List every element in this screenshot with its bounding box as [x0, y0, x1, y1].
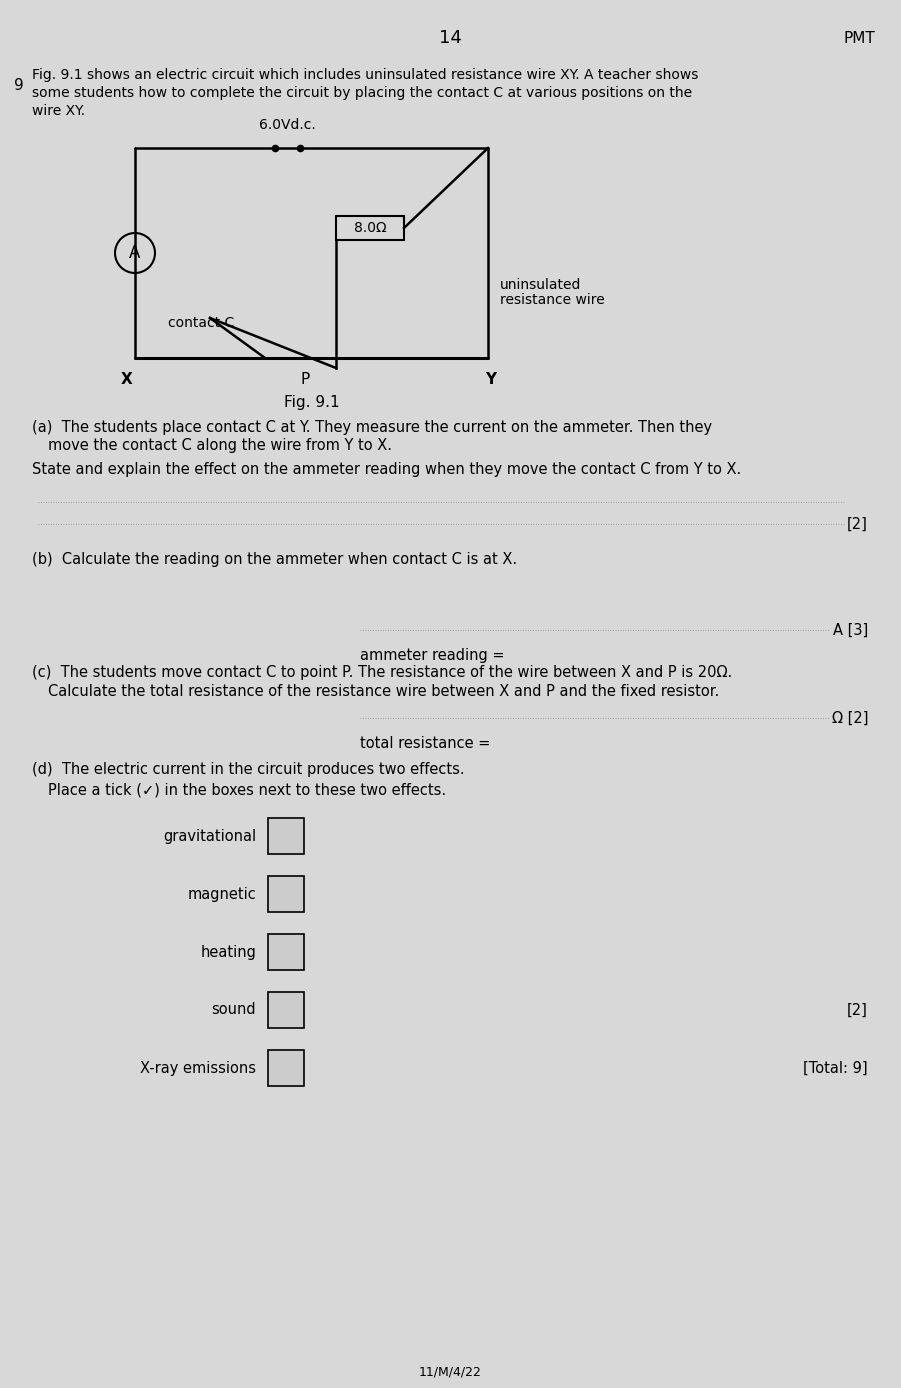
- Bar: [268, 934, 304, 970]
- Text: X: X: [121, 372, 132, 387]
- Text: 9: 9: [14, 78, 23, 93]
- Text: 11/M/4/22: 11/M/4/22: [419, 1366, 481, 1378]
- Text: ammeter reading =: ammeter reading =: [360, 648, 509, 663]
- Bar: [268, 818, 304, 854]
- Bar: [268, 1049, 304, 1085]
- Text: Fig. 9.1 shows an electric circuit which includes uninsulated resistance wire XY: Fig. 9.1 shows an electric circuit which…: [32, 68, 698, 82]
- Text: 6.0Vd.c.: 6.0Vd.c.: [259, 118, 316, 132]
- Circle shape: [115, 233, 155, 273]
- Text: [Total: 9]: [Total: 9]: [804, 1060, 868, 1076]
- Text: Y: Y: [486, 372, 496, 387]
- Bar: [268, 876, 304, 912]
- Text: gravitational: gravitational: [163, 829, 256, 844]
- Text: X-ray emissions: X-ray emissions: [140, 1060, 256, 1076]
- Text: wire XY.: wire XY.: [32, 104, 85, 118]
- Text: Calculate the total resistance of the resistance wire between X and P and the fi: Calculate the total resistance of the re…: [48, 684, 719, 700]
- Text: heating: heating: [200, 944, 256, 959]
- Text: uninsulated: uninsulated: [500, 278, 581, 291]
- Bar: [336, 217, 404, 240]
- Text: 8.0Ω: 8.0Ω: [354, 221, 387, 235]
- Text: (b)  Calculate the reading on the ammeter when contact C is at X.: (b) Calculate the reading on the ammeter…: [32, 552, 517, 568]
- Text: [2]: [2]: [847, 1002, 868, 1017]
- Text: magnetic: magnetic: [187, 887, 256, 901]
- Text: A [3]: A [3]: [833, 622, 868, 637]
- Text: total resistance =: total resistance =: [360, 736, 495, 751]
- Text: P: P: [300, 372, 310, 387]
- Text: resistance wire: resistance wire: [500, 293, 605, 307]
- Text: [2]: [2]: [847, 516, 868, 532]
- Text: (c)  The students move contact C to point P. The resistance of the wire between : (c) The students move contact C to point…: [32, 665, 733, 680]
- Text: PMT: PMT: [843, 31, 875, 46]
- Text: 14: 14: [439, 29, 461, 47]
- Text: Ω [2]: Ω [2]: [832, 711, 868, 726]
- Text: (a)  The students place contact C at Y. They measure the current on the ammeter.: (a) The students place contact C at Y. T…: [32, 421, 712, 434]
- Text: A: A: [130, 244, 141, 262]
- Text: sound: sound: [212, 1002, 256, 1017]
- Text: contact C: contact C: [168, 316, 234, 330]
- Text: State and explain the effect on the ammeter reading when they move the contact C: State and explain the effect on the amme…: [32, 462, 742, 477]
- Bar: [268, 992, 304, 1029]
- Text: (d)  The electric current in the circuit produces two effects.: (d) The electric current in the circuit …: [32, 762, 465, 777]
- Text: move the contact C along the wire from Y to X.: move the contact C along the wire from Y…: [48, 439, 392, 452]
- Text: Fig. 9.1: Fig. 9.1: [284, 396, 340, 409]
- Text: some students how to complete the circuit by placing the contact C at various po: some students how to complete the circui…: [32, 86, 692, 100]
- Text: Place a tick (✓) in the boxes next to these two effects.: Place a tick (✓) in the boxes next to th…: [48, 781, 446, 797]
